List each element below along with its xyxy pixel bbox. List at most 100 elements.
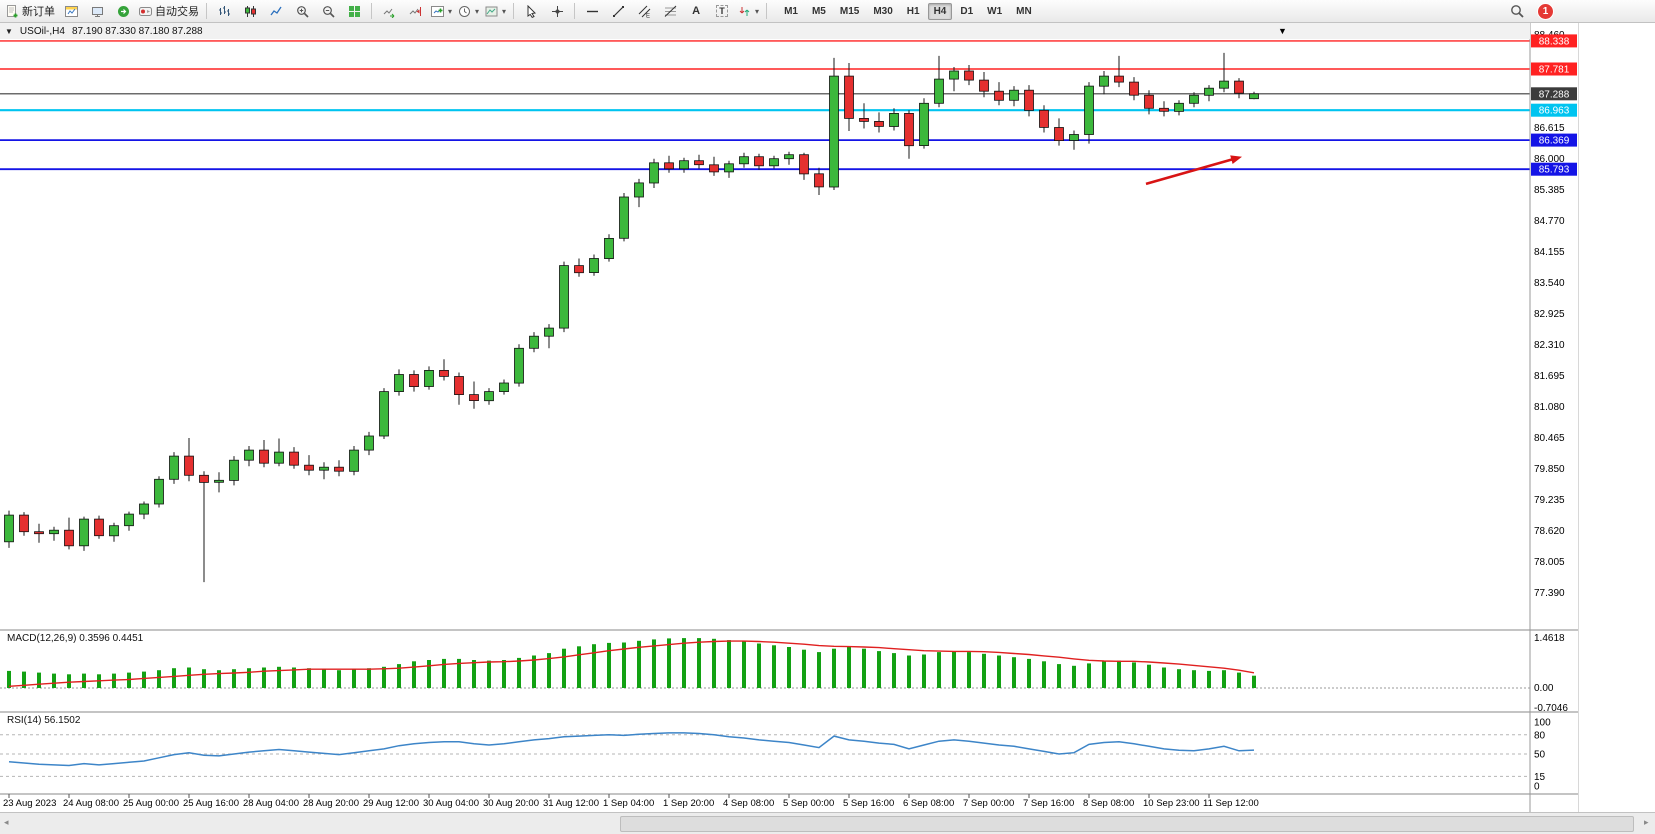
search-button[interactable] bbox=[1504, 1, 1530, 21]
crosshair-tool-button[interactable] bbox=[544, 1, 570, 21]
bar-chart-mode-button[interactable] bbox=[211, 1, 237, 21]
line-chart-mode-button[interactable] bbox=[263, 1, 289, 21]
text-tool-button[interactable]: A bbox=[683, 1, 709, 21]
candle bbox=[709, 164, 719, 173]
notification-badge[interactable]: 1 bbox=[1537, 2, 1554, 20]
timeframe-h1[interactable]: H1 bbox=[906, 5, 920, 17]
candle bbox=[124, 513, 134, 527]
timeframe-m5[interactable]: M5 bbox=[811, 5, 826, 17]
channel-tool-button[interactable]: E bbox=[631, 1, 657, 21]
candle bbox=[79, 518, 89, 547]
candle bbox=[979, 79, 989, 92]
arrows-icon bbox=[739, 6, 750, 16]
candle bbox=[1039, 109, 1049, 128]
trend-arrow[interactable] bbox=[1145, 155, 1242, 186]
community-button[interactable] bbox=[110, 1, 136, 21]
candle bbox=[1024, 89, 1034, 111]
candle bbox=[289, 451, 299, 466]
autotrading-button[interactable]: 自动交易 bbox=[136, 1, 202, 21]
svg-text:87.781: 87.781 bbox=[1539, 65, 1570, 76]
zoom-out-button[interactable] bbox=[315, 1, 341, 21]
candle bbox=[469, 394, 479, 402]
rsi-label: RSI(14) 56.1502 bbox=[7, 715, 80, 726]
timeframe-mn[interactable]: MN bbox=[1016, 5, 1032, 17]
auto-scroll-button[interactable] bbox=[376, 1, 402, 21]
svg-text:79.850: 79.850 bbox=[1534, 464, 1565, 475]
candle bbox=[484, 391, 494, 402]
macd-axis-label: 0.00 bbox=[1534, 683, 1554, 694]
new-order-icon bbox=[7, 4, 18, 17]
svg-text:28 Aug 20:00: 28 Aug 20:00 bbox=[303, 798, 359, 809]
timeframe-m15[interactable]: M15 bbox=[839, 5, 860, 17]
timeframe-m1[interactable]: M1 bbox=[784, 5, 798, 17]
periods-button[interactable]: ▾ bbox=[455, 1, 482, 21]
scrollbar-thumb[interactable] bbox=[620, 816, 1634, 832]
time-axis[interactable]: 23 Aug 2023 24 Aug 08:00 25 Aug 00:00 25 Au… bbox=[3, 794, 1259, 809]
scroll-left-icon[interactable]: ◂ bbox=[4, 817, 9, 827]
indicators-button[interactable]: ▾ bbox=[428, 1, 455, 21]
monitor-icon bbox=[91, 6, 103, 17]
svg-text:6 Sep 08:00: 6 Sep 08:00 bbox=[903, 798, 954, 809]
svg-text:4 Sep 08:00: 4 Sep 08:00 bbox=[723, 798, 774, 809]
timeframe-h4[interactable]: H4 bbox=[927, 2, 953, 20]
candle bbox=[874, 121, 884, 127]
svg-text:11 Sep 12:00: 11 Sep 12:00 bbox=[1203, 798, 1259, 809]
scroll-right-icon[interactable]: ▸ bbox=[1644, 817, 1649, 827]
tile-windows-button[interactable] bbox=[341, 1, 367, 21]
timeframe-d1[interactable]: D1 bbox=[960, 5, 974, 17]
zoom-in-icon bbox=[296, 5, 309, 18]
community-icon bbox=[117, 5, 129, 17]
new-order-button[interactable]: 新订单 bbox=[3, 1, 58, 21]
toolbar-right-group: 1 bbox=[1504, 0, 1554, 22]
rsi-axis-label: 80 bbox=[1534, 730, 1546, 741]
price-axis[interactable]: 88.46086.61586.00085.38584.77084.15583.5… bbox=[1534, 30, 1565, 599]
candle bbox=[889, 113, 899, 127]
svg-text:30 Aug 04:00: 30 Aug 04:00 bbox=[423, 798, 479, 809]
fibonacci-tool-button[interactable] bbox=[657, 1, 683, 21]
svg-text:86.369: 86.369 bbox=[1539, 136, 1570, 147]
templates-button[interactable]: ▾ bbox=[482, 1, 509, 21]
horizontal-scrollbar[interactable]: ◂ ▸ bbox=[0, 812, 1655, 834]
candle bbox=[334, 466, 344, 472]
candle bbox=[439, 369, 449, 377]
candle bbox=[169, 455, 179, 480]
macd-axis-label: 1.4618 bbox=[1534, 633, 1565, 644]
trendline-tool-button[interactable] bbox=[605, 1, 631, 21]
candle bbox=[949, 70, 959, 80]
candle bbox=[529, 335, 539, 349]
arrows-tool-button[interactable]: ▾ bbox=[735, 1, 762, 21]
price-badge-87.288: 87.288 bbox=[1531, 87, 1577, 101]
candle bbox=[184, 455, 194, 476]
one-click-trading-expander-icon[interactable]: ▼ bbox=[5, 26, 13, 36]
candle bbox=[829, 75, 839, 188]
candlestick-mode-button[interactable] bbox=[237, 1, 263, 21]
svg-text:81.695: 81.695 bbox=[1534, 371, 1565, 382]
horizontal-line-tool-button[interactable] bbox=[579, 1, 605, 21]
toolbar-separator bbox=[513, 3, 515, 19]
new-order-label: 新订单 bbox=[22, 6, 55, 18]
candle bbox=[1204, 87, 1214, 96]
svg-text:82.925: 82.925 bbox=[1534, 309, 1565, 320]
candle bbox=[994, 90, 1004, 101]
chart-canvas[interactable]: 88.46086.61586.00085.38584.77084.15583.5… bbox=[0, 22, 1578, 812]
timeframe-m30[interactable]: M30 bbox=[873, 5, 893, 17]
zoom-in-button[interactable] bbox=[289, 1, 315, 21]
text-label-tool-button[interactable]: T bbox=[709, 1, 735, 21]
timeframe-w1[interactable]: W1 bbox=[987, 5, 1003, 17]
cursor-tool-button[interactable] bbox=[518, 1, 544, 21]
svg-text:78.005: 78.005 bbox=[1534, 557, 1565, 568]
candle bbox=[1099, 75, 1109, 87]
chevron-down-icon: ▾ bbox=[448, 6, 453, 16]
candle bbox=[244, 449, 254, 461]
candle bbox=[1054, 127, 1064, 142]
profiles-button[interactable] bbox=[84, 1, 110, 21]
chart-shift-button[interactable] bbox=[402, 1, 428, 21]
candle bbox=[1174, 102, 1184, 112]
svg-text:7 Sep 00:00: 7 Sep 00:00 bbox=[963, 798, 1014, 809]
chart-caption: ▼ USOil-,H4 87.190 87.330 87.180 87.288 … bbox=[0, 23, 1530, 39]
chart-shift-marker-icon[interactable]: ▼ bbox=[1278, 26, 1287, 36]
candle bbox=[1009, 89, 1019, 101]
new-chart-button[interactable] bbox=[58, 1, 84, 21]
rsi-value: 56.1502 bbox=[44, 715, 81, 726]
search-icon bbox=[1511, 5, 1524, 18]
